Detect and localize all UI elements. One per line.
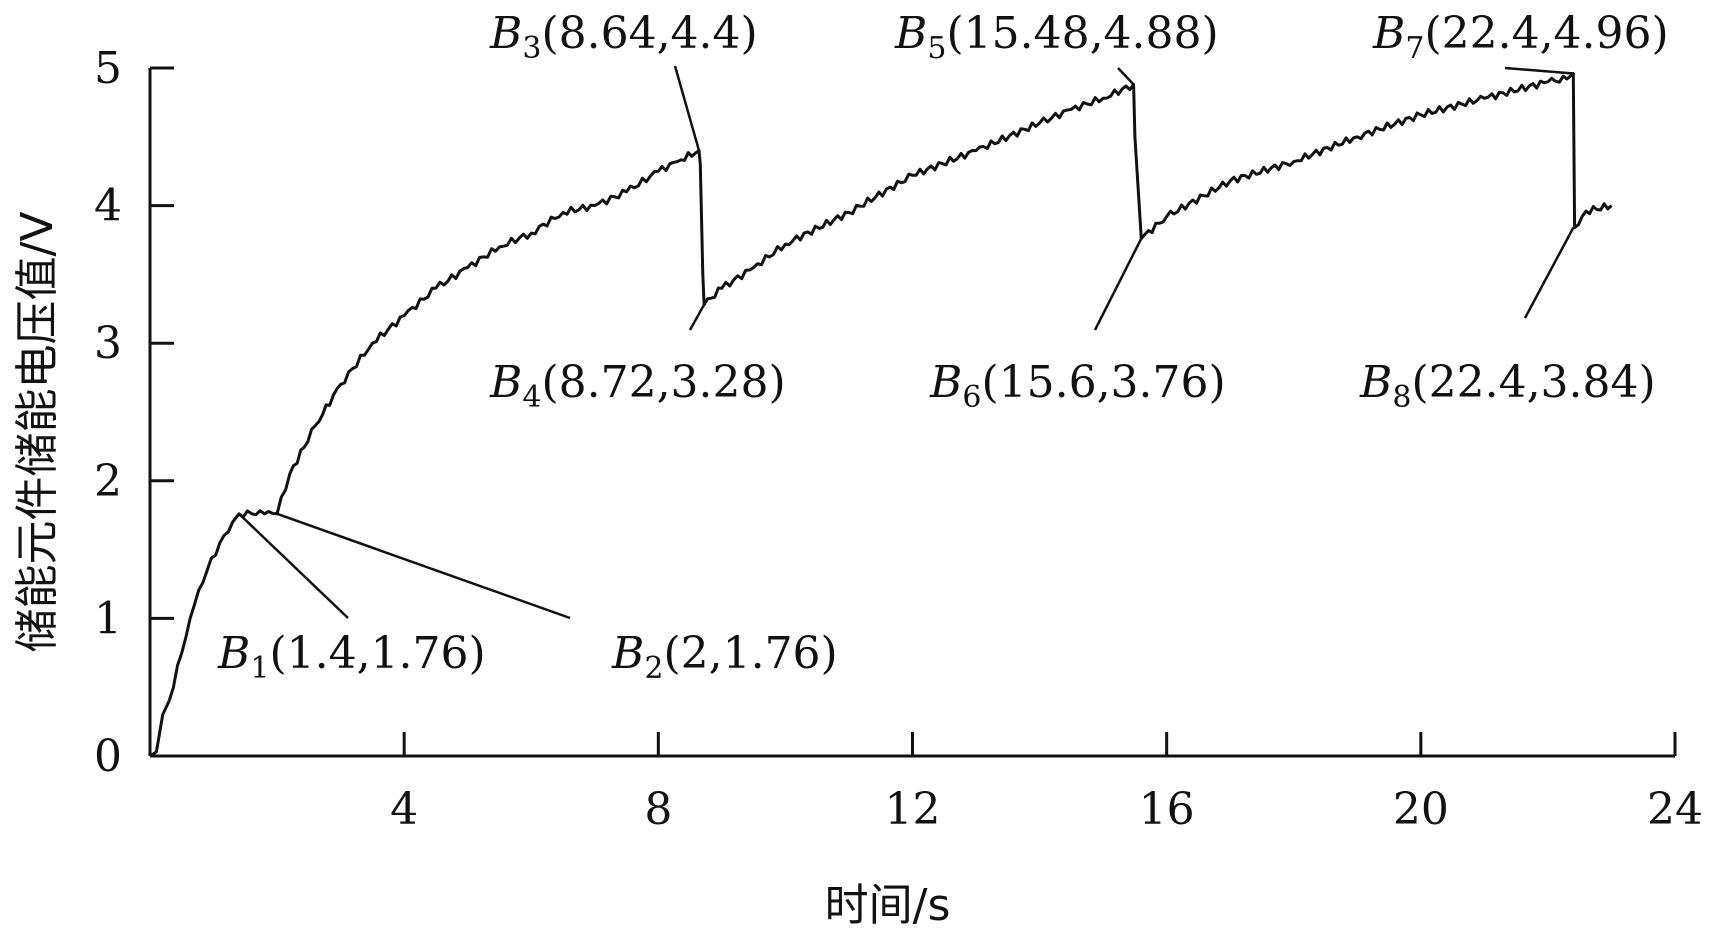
annotation-leader-line: [673, 65, 701, 151]
y-tick-label: 3: [94, 318, 122, 369]
annotation-letter: B: [894, 8, 927, 59]
annotation-label: B2(2,1.76): [611, 628, 838, 686]
x-tick-label: 16: [1139, 784, 1195, 835]
annotation-coords: (15.48,4.88): [946, 8, 1218, 59]
annotation-coords: (8.72,3.28): [541, 357, 785, 408]
annotation-leader-line: [238, 512, 349, 619]
annotation-leader-line: [1093, 238, 1143, 331]
annotation-letter: B: [611, 628, 644, 679]
y-tick-label: 2: [94, 456, 122, 507]
annotation-label: B6(15.6,3.76): [929, 357, 1226, 415]
annotation-label: B4(8.72,3.28): [489, 357, 786, 415]
annotation-subscript: 1: [250, 651, 269, 686]
annotation-leader-line: [276, 512, 571, 620]
y-tick-label: 5: [94, 43, 122, 94]
x-tick-label: 4: [390, 784, 418, 835]
annotation-label: B3(8.64,4.4): [489, 8, 758, 66]
x-tick-label: 24: [1647, 784, 1703, 835]
annotation-subscript: 3: [522, 31, 541, 66]
series-layer: [149, 72, 1613, 758]
annotation-subscript: 4: [522, 380, 541, 415]
annotation-coords: (8.64,4.4): [541, 8, 757, 59]
y-tick-label: 0: [94, 731, 122, 782]
annotation-leader-line: [1504, 66, 1574, 75]
annotation-label: B5(15.48,4.88): [894, 8, 1219, 66]
annotation-subscript: 5: [927, 31, 946, 66]
annotation-letter: B: [929, 357, 962, 408]
annotation-label: B8(22.4,3.84): [1359, 357, 1656, 415]
annotation-letter: B: [489, 8, 522, 59]
annotation-letter: B: [489, 357, 522, 408]
annotation-coords: (22.4,4.96): [1424, 8, 1668, 59]
x-tick-label: 20: [1393, 784, 1449, 835]
voltage-series-line: [149, 72, 1613, 758]
annotation-letter: B: [217, 628, 250, 679]
y-tick-label: 4: [94, 181, 122, 232]
annotation-label: B7(22.4,4.96): [1372, 8, 1669, 66]
annotation-leader-line: [688, 304, 706, 331]
annotation-subscript: 2: [644, 651, 663, 686]
annotation-coords: (22.4,3.84): [1411, 357, 1655, 408]
y-tick-label: 1: [94, 593, 122, 644]
annotation-subscript: 8: [1392, 380, 1411, 415]
annotation-leader-line: [1523, 227, 1575, 319]
annotation-subscript: 7: [1405, 31, 1424, 66]
x-tick-label: 12: [885, 784, 941, 835]
annotation-coords: (15.6,3.76): [981, 357, 1225, 408]
x-axis-title: 时间/s: [825, 880, 951, 931]
annotation-coords: (2,1.76): [663, 628, 837, 679]
annotation-label: B1(1.4,1.76): [217, 628, 486, 686]
annotation-subscript: 6: [962, 380, 981, 415]
annotation-letter: B: [1372, 8, 1405, 59]
y-axis-title: 储能元件储能电压值/V: [12, 212, 63, 653]
annotations: B1(1.4,1.76) B2(2,1.76)B3(8.64,4.4)B4(8.7…: [217, 8, 1669, 686]
annotation-coords: (1.4,1.76): [269, 628, 485, 679]
x-tick-label: 8: [644, 784, 672, 835]
annotation-leader-line: [1117, 67, 1135, 86]
annotation-letter: B: [1359, 357, 1392, 408]
